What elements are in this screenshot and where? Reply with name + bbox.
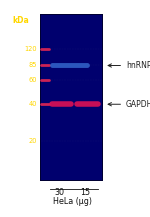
- Text: kDa: kDa: [12, 16, 29, 25]
- Text: 20: 20: [28, 138, 37, 143]
- Text: 30: 30: [54, 187, 64, 197]
- Text: 120: 120: [24, 46, 37, 52]
- Text: 85: 85: [28, 62, 37, 69]
- Bar: [40, 14, 103, 181]
- Text: 15: 15: [80, 187, 90, 197]
- Text: HeLa (μg): HeLa (μg): [53, 197, 92, 206]
- Text: 60: 60: [28, 77, 37, 83]
- Text: 40: 40: [28, 101, 37, 107]
- Text: hnRNP: hnRNP: [108, 61, 150, 70]
- Bar: [40, 15, 102, 180]
- Text: GAPDH: GAPDH: [108, 100, 150, 109]
